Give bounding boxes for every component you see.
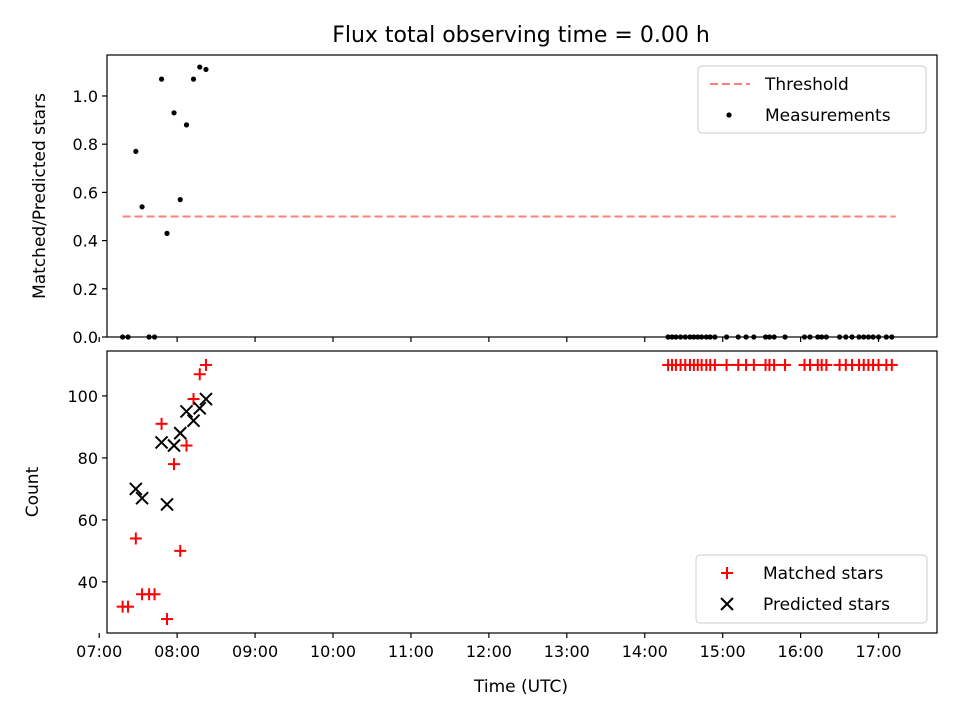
bottom-axes-frame <box>106 350 938 634</box>
x-tick-label: 17:00 <box>855 642 901 661</box>
y-tick-label: 0.2 <box>73 280 98 299</box>
predicted-star-point <box>160 497 174 512</box>
top-legend: Threshold Measurements <box>697 65 927 134</box>
measurement-point <box>164 230 170 236</box>
top-legend-box <box>697 65 927 134</box>
matched-star-point <box>708 358 721 371</box>
measurement-point <box>133 148 139 155</box>
legend-measurements-label: Measurements <box>765 106 891 126</box>
predicted-star-point <box>186 414 201 428</box>
measurement-point <box>171 110 177 116</box>
legend-threshold-label: Threshold <box>764 75 849 95</box>
predicted-star-point <box>167 438 181 453</box>
y-tick-label: 1.0 <box>73 87 98 106</box>
matched-star-point <box>820 358 833 371</box>
measurement-point <box>190 76 197 82</box>
y-tick-label: 40 <box>78 573 98 592</box>
matched-star-point <box>885 358 898 371</box>
measurement-point <box>197 64 203 70</box>
x-tick-label: 08:00 <box>154 642 200 661</box>
x-axis-label: Time (UTC) <box>473 677 568 697</box>
matched-star-point <box>768 358 781 371</box>
measurement-point <box>177 197 183 203</box>
matched-star-point <box>122 600 135 613</box>
top-axes-frame <box>106 54 938 338</box>
x-tick-label: 13:00 <box>544 642 590 661</box>
matched-star-point <box>174 544 187 557</box>
matched-star-point <box>180 439 193 452</box>
x-tick-label: 10:00 <box>310 642 356 661</box>
predicted-star-point <box>193 401 207 416</box>
bottom-panel: 40 60 80 100 07:00 08:00 09:00 10:00 11:00 12:00… <box>23 337 938 697</box>
measurement-point <box>203 66 209 73</box>
x-tick-label: 14:00 <box>622 642 668 661</box>
predicted-star-point <box>173 426 187 440</box>
matched-star-point <box>779 358 792 371</box>
top-panel: 0.0 0.2 0.4 0.6 0.8 1.0 Matched/Predicted sta… <box>30 54 938 347</box>
matched-star-point <box>747 358 760 371</box>
predicted-star-point <box>199 392 213 406</box>
bottom-legend: Matched stars Predicted stars <box>695 554 928 624</box>
matched-star-point <box>199 358 212 371</box>
matched-star-point <box>168 458 181 471</box>
x-tick-label: 12:00 <box>466 642 512 661</box>
predicted-star-point <box>135 491 149 505</box>
y-tick-label: 100 <box>67 387 98 406</box>
matched-star-point <box>148 588 161 601</box>
y-tick-label: 80 <box>78 449 98 468</box>
x-tick-label: 09:00 <box>232 642 278 661</box>
matched-star-point <box>129 532 142 545</box>
x-tick-label: 16:00 <box>778 642 824 661</box>
bottom-y-axis-label: Count <box>23 466 43 517</box>
y-tick-label: 0.8 <box>73 135 98 154</box>
y-tick-label: 0.0 <box>73 328 98 347</box>
x-tick-label: 15:00 <box>700 642 746 661</box>
legend-matched-swatch <box>721 567 733 579</box>
x-tick-label: 07:00 <box>76 642 122 661</box>
bottom-plot-area <box>116 358 898 626</box>
y-tick-label: 0.6 <box>73 183 98 202</box>
x-tick-label: 11:00 <box>388 642 434 661</box>
matched-star-point <box>155 417 168 430</box>
top-y-tick-labels: 0.0 0.2 0.4 0.6 0.8 1.0 <box>73 87 107 347</box>
legend-matched-label: Matched stars <box>763 564 883 584</box>
chart-title: Flux total observing time = 0.00 h <box>332 23 710 48</box>
bottom-legend-box <box>695 554 928 624</box>
matched-star-point <box>161 613 174 626</box>
y-tick-label: 0.4 <box>73 232 98 251</box>
matched-star-point <box>193 368 206 381</box>
measurement-point <box>158 76 165 82</box>
y-tick-label: 60 <box>78 511 98 530</box>
matched-star-point <box>720 358 733 371</box>
measurement-point <box>183 122 190 128</box>
predicted-star-point <box>179 404 194 419</box>
predicted-star-point <box>129 482 143 496</box>
bottom-y-tick-labels: 40 60 80 100 <box>67 387 107 592</box>
measurement-point <box>139 204 145 210</box>
legend-predicted-label: Predicted stars <box>763 595 890 615</box>
legend-predicted-swatch <box>720 597 734 611</box>
top-y-axis-label: Matched/Predicted stars <box>30 93 50 299</box>
legend-measurements-swatch <box>726 112 732 118</box>
predicted-star-point <box>154 435 169 450</box>
bottom-x-tick-labels: 07:00 08:00 09:00 10:00 11:00 12:00 13:00 14:00… <box>76 337 902 661</box>
